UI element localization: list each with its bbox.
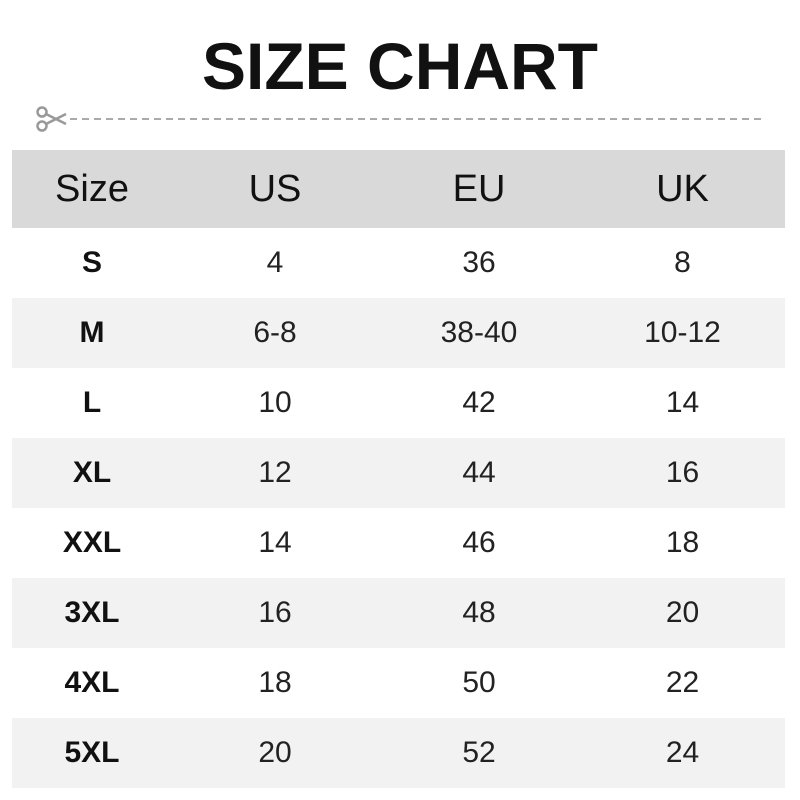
cell-size: M <box>79 316 105 349</box>
cell-eu: 44 <box>462 456 496 489</box>
cell-eu: 38-40 <box>440 316 518 349</box>
cell-uk: 24 <box>665 736 700 769</box>
cell-us: 16 <box>258 596 292 629</box>
cell-us: 6-8 <box>253 316 297 349</box>
cell-eu: 52 <box>462 736 496 769</box>
cell-size: S <box>81 246 102 279</box>
table-row: S 4 36 8 <box>12 228 785 298</box>
page-title: SIZE CHART <box>202 29 598 103</box>
cell-uk: 18 <box>665 526 700 559</box>
table-row: M 6-8 38-40 10-12 <box>12 298 785 368</box>
cell-us: 14 <box>258 526 292 559</box>
cell-size: L <box>82 386 102 419</box>
cell-uk: 14 <box>665 386 700 419</box>
table-row: XXL 14 46 18 <box>12 508 785 578</box>
cell-uk: 10-12 <box>644 316 721 349</box>
table-row: 4XL 18 50 22 <box>12 648 785 718</box>
cell-eu: 50 <box>462 666 496 699</box>
cell-uk: 16 <box>665 456 700 489</box>
size-table: Size US EU UK S 4 36 8 M 6-8 38-40 10-12 L 10 42 14… <box>12 150 785 788</box>
cell-us: 4 <box>266 246 284 279</box>
header-us: US <box>248 167 302 210</box>
header-size: Size <box>55 167 129 210</box>
cell-size: 4XL <box>64 666 120 699</box>
header-eu: EU <box>452 167 506 210</box>
cell-us: 12 <box>258 456 292 489</box>
cut-line <box>36 106 766 132</box>
table-header-row: Size US EU UK <box>12 150 785 228</box>
cell-size: 3XL <box>64 596 120 629</box>
scissors-icon <box>36 106 67 132</box>
cell-us: 20 <box>258 736 292 769</box>
cell-us: 10 <box>258 386 292 419</box>
cell-eu: 48 <box>462 596 496 629</box>
header-uk: UK <box>656 167 709 210</box>
cell-us: 18 <box>258 666 292 699</box>
table-row: XL 12 44 16 <box>12 438 785 508</box>
table-row: L 10 42 14 <box>12 368 785 438</box>
cell-uk: 20 <box>665 596 700 629</box>
table-row: 5XL 20 52 24 <box>12 718 785 788</box>
cell-uk: 22 <box>665 666 700 699</box>
cell-size: XL <box>72 456 112 489</box>
cell-eu: 46 <box>462 526 496 559</box>
cell-eu: 36 <box>462 246 496 279</box>
cell-size: XXL <box>62 526 122 559</box>
cell-eu: 42 <box>462 386 496 419</box>
cell-size: 5XL <box>64 736 120 769</box>
cell-uk: 8 <box>674 246 691 279</box>
table-row: 3XL 16 48 20 <box>12 578 785 648</box>
